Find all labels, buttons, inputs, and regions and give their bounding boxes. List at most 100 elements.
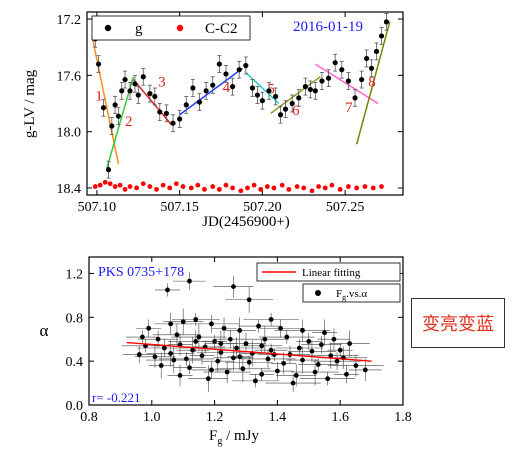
alpha-point	[284, 334, 290, 340]
fit-segment-7	[314, 63, 379, 105]
alpha-point	[227, 336, 233, 342]
g-point	[312, 88, 318, 94]
legend-cc2-marker	[176, 24, 184, 32]
cc2-point	[92, 184, 98, 189]
alpha-y-ticks: 0.0 0.4 0.8 1.2	[66, 267, 403, 414]
alpha-point	[205, 376, 211, 382]
fit-segment-6	[270, 76, 321, 114]
g-point	[302, 84, 308, 90]
g-point	[249, 85, 256, 91]
alpha-point	[318, 342, 324, 348]
alpha-point	[253, 378, 258, 384]
lightcurve-x-tick-label: 507.20	[243, 200, 282, 215]
alpha-point	[259, 343, 265, 349]
cc2-point	[173, 181, 179, 187]
alpha-point	[312, 369, 318, 375]
cc2-point	[112, 184, 118, 189]
lightcurve-chart: 17.2 17.6 18.0 18.4 507.10 507.15 507.20 507.2…	[22, 11, 404, 230]
cc2-point	[329, 182, 335, 188]
lightcurve-x-tick-label: 507.10	[78, 200, 117, 215]
alpha-point	[231, 355, 236, 361]
cc2-point	[180, 184, 186, 189]
annotation-box: 变亮变蓝	[411, 298, 505, 348]
cc2-point	[316, 184, 322, 189]
cc2-point	[230, 185, 235, 191]
alpha-point	[199, 353, 205, 359]
g-point	[163, 110, 170, 116]
alpha-point	[268, 347, 274, 353]
alpha-point	[293, 373, 299, 378]
alpha-correlation-label: r= -0.221	[92, 390, 141, 405]
cc2-point	[271, 185, 277, 191]
g-point	[157, 109, 163, 115]
g-point	[122, 76, 128, 83]
fit-segment-5	[245, 71, 280, 105]
cc2-point	[160, 182, 166, 188]
alpha-fit-line	[126, 341, 372, 362]
g-point	[115, 113, 122, 119]
lightcurve-legend-box	[91, 15, 251, 41]
cc2-point	[188, 185, 194, 191]
cc2-point	[251, 182, 257, 188]
alpha-point	[240, 366, 246, 372]
alpha-x-tick-label: 0.8	[80, 410, 98, 425]
alpha-point	[152, 354, 158, 360]
g-point	[135, 92, 141, 98]
g-point	[196, 99, 203, 105]
cc2-point	[102, 179, 108, 185]
g-point	[223, 71, 229, 77]
legend-points-label: Fg.vs.α	[336, 288, 367, 302]
cc2-point	[210, 184, 216, 189]
cc2-point	[117, 182, 123, 188]
g-point	[352, 95, 358, 101]
alpha-point	[196, 334, 202, 340]
legend-g-label: g	[135, 21, 143, 37]
g-point	[95, 61, 102, 67]
g-point	[339, 67, 345, 73]
lightcurve-plot-frame	[86, 11, 404, 196]
g-point	[254, 92, 261, 98]
cc2-point	[322, 185, 328, 191]
alpha-point	[180, 319, 186, 325]
alpha-point	[328, 353, 334, 359]
cc2-point	[167, 185, 173, 191]
alpha-x-tick-label: 1.6	[331, 410, 349, 425]
alpha-y-tick-label: 0.8	[66, 311, 84, 326]
fit-segment-label-1: 1	[95, 89, 103, 105]
lightcurve-x-ticks: 507.10 507.15 507.20 507.25	[78, 12, 364, 215]
alpha-point	[168, 321, 174, 327]
alpha-point	[259, 371, 265, 377]
lightcurve-y-tick-label: 18.4	[57, 182, 82, 197]
cc2-point	[286, 186, 292, 192]
g-point	[229, 84, 236, 90]
cc2-point	[238, 188, 244, 194]
alpha-point	[177, 373, 183, 378]
lightcurve-points	[92, 13, 390, 194]
alpha-point	[256, 323, 261, 329]
alpha-point	[237, 328, 243, 333]
fit-segment-label-8: 8	[368, 75, 376, 91]
legend-fit-label: Linear fitting	[302, 267, 361, 279]
alpha-point	[209, 321, 214, 327]
alpha-y-tick-label: 0.0	[66, 399, 84, 414]
g-point	[266, 88, 272, 94]
alpha-point	[325, 376, 331, 382]
cc2-point	[279, 182, 285, 188]
fit-segment-3	[132, 79, 172, 126]
g-point	[259, 98, 265, 104]
lightcurve-date-annotation: 2016-01-19	[293, 19, 363, 35]
alpha-point	[334, 358, 340, 364]
cc2-point	[134, 185, 140, 191]
cc2-point	[245, 185, 250, 191]
alpha-point	[193, 339, 199, 344]
g-point	[100, 105, 107, 111]
alpha-point	[146, 325, 152, 331]
alpha-x-axis-title: Fg / mJy	[209, 428, 260, 447]
cc2-point	[154, 186, 159, 192]
g-point	[364, 55, 370, 62]
g-point	[152, 93, 158, 100]
g-point	[345, 78, 352, 84]
g-point	[210, 82, 216, 88]
alpha-point	[362, 367, 368, 373]
alpha-point	[187, 278, 192, 284]
